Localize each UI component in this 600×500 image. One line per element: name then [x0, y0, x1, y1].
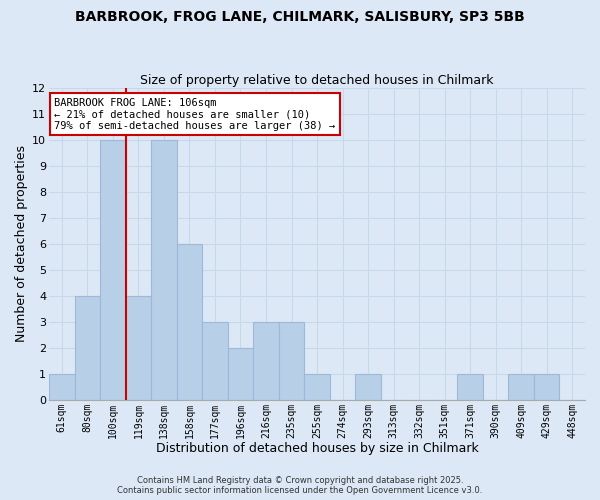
- Bar: [253, 322, 279, 400]
- Bar: [534, 374, 559, 400]
- Bar: [125, 296, 151, 400]
- Bar: [151, 140, 176, 400]
- Y-axis label: Number of detached properties: Number of detached properties: [15, 146, 28, 342]
- Text: BARBROOK, FROG LANE, CHILMARK, SALISBURY, SP3 5BB: BARBROOK, FROG LANE, CHILMARK, SALISBURY…: [75, 10, 525, 24]
- Bar: [304, 374, 330, 400]
- Bar: [100, 140, 125, 400]
- Bar: [508, 374, 534, 400]
- X-axis label: Distribution of detached houses by size in Chilmark: Distribution of detached houses by size …: [155, 442, 478, 455]
- Bar: [279, 322, 304, 400]
- Title: Size of property relative to detached houses in Chilmark: Size of property relative to detached ho…: [140, 74, 494, 87]
- Bar: [176, 244, 202, 400]
- Bar: [49, 374, 74, 400]
- Bar: [74, 296, 100, 400]
- Text: Contains HM Land Registry data © Crown copyright and database right 2025.
Contai: Contains HM Land Registry data © Crown c…: [118, 476, 482, 495]
- Bar: [355, 374, 381, 400]
- Bar: [202, 322, 228, 400]
- Text: BARBROOK FROG LANE: 106sqm
← 21% of detached houses are smaller (10)
79% of semi: BARBROOK FROG LANE: 106sqm ← 21% of deta…: [55, 98, 335, 130]
- Bar: [228, 348, 253, 400]
- Bar: [457, 374, 483, 400]
